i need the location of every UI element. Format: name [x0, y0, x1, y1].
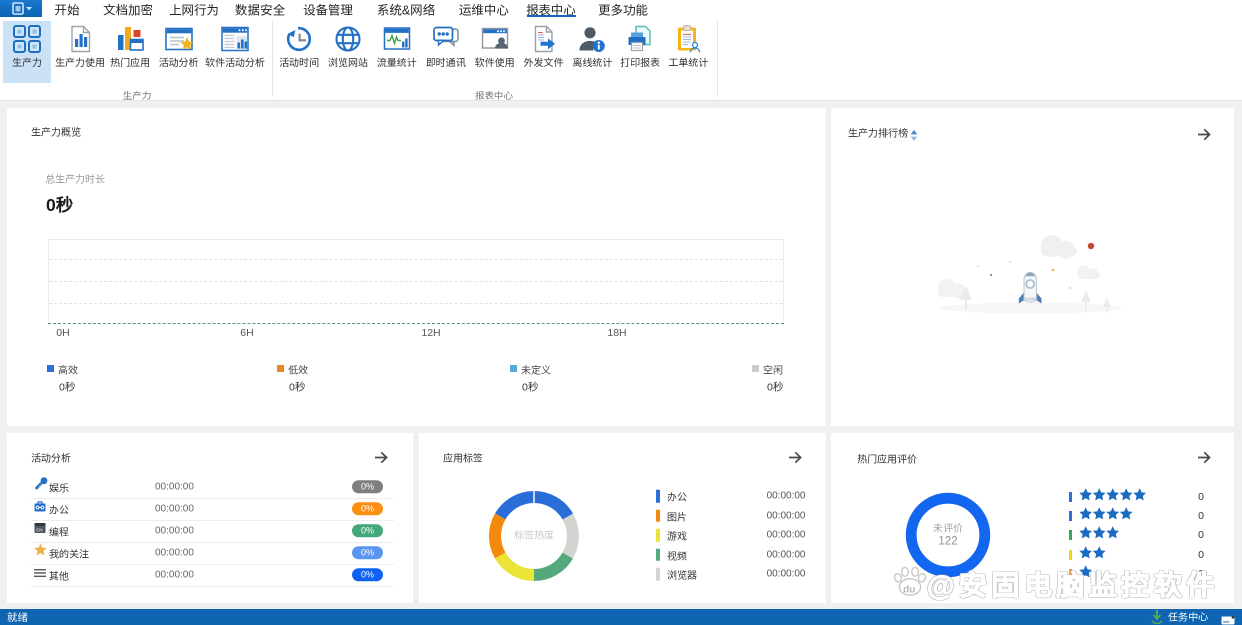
- svg-text:CN: CN: [36, 528, 43, 533]
- svg-text:du: du: [903, 584, 915, 595]
